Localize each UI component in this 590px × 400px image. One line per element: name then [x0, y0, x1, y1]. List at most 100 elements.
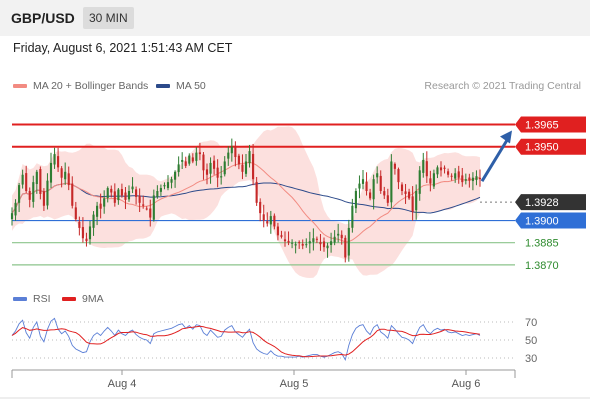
candle-body [454, 173, 457, 179]
candle-body [103, 198, 106, 207]
candle [308, 231, 311, 254]
bollinger-bands-area [12, 126, 480, 279]
timestamp: Friday, August 6, 2021 1:51:43 AM CET [13, 41, 233, 55]
copyright-note: Research © 2021 Trading Central [424, 80, 581, 92]
candle-body [234, 146, 237, 158]
candle [400, 182, 404, 196]
candle [471, 172, 474, 191]
candle-body [408, 191, 411, 199]
time-axis-label: Aug 6 [452, 378, 481, 390]
candle-body [138, 195, 141, 203]
candle-body [422, 159, 425, 173]
candle [174, 170, 177, 188]
candle-body [340, 234, 343, 239]
candle [436, 165, 439, 179]
candle [124, 187, 127, 210]
candle-body [74, 207, 77, 220]
candle-body [71, 183, 74, 206]
candle [287, 231, 290, 246]
candle-body [248, 151, 251, 164]
level-label-bg [515, 138, 586, 155]
level-label-support-3870: 1.3870 [525, 260, 559, 272]
candle-body [383, 191, 386, 196]
candle-body [457, 171, 460, 178]
candle [461, 167, 464, 187]
candle-body [32, 182, 35, 202]
candle-body [273, 215, 276, 227]
candle-body [301, 243, 304, 246]
candle-body [159, 188, 162, 192]
candle [255, 177, 258, 206]
candle [198, 142, 201, 161]
candle [110, 185, 113, 198]
candle [415, 184, 418, 220]
candle-body [475, 176, 478, 181]
candle [305, 238, 308, 248]
candle-body [39, 169, 42, 194]
candle [39, 166, 42, 200]
candle [96, 201, 99, 226]
candle [241, 154, 244, 180]
candle-body [425, 161, 428, 177]
candle-body [287, 240, 290, 243]
legend-rsi: RSI [13, 293, 51, 305]
candle-body [294, 244, 297, 246]
candle-body [81, 227, 84, 239]
candle-body [156, 191, 159, 197]
candle-body [220, 176, 223, 178]
candle [28, 187, 31, 208]
candle [347, 219, 350, 262]
candle-body [337, 233, 340, 236]
candle [294, 241, 297, 254]
candle [195, 147, 198, 166]
candle [312, 228, 315, 251]
candle [106, 186, 109, 203]
candle [188, 153, 191, 166]
level-label-text: 1.3950 [525, 142, 559, 154]
candle [10, 207, 14, 226]
legend-9ma-label: 9MA [82, 293, 104, 305]
candle [177, 156, 180, 177]
candle-body [92, 214, 95, 228]
candle [408, 188, 411, 200]
candle-body [393, 163, 396, 169]
candle [365, 172, 368, 196]
candle-body [319, 241, 322, 245]
candle-body [53, 154, 56, 165]
candle-body [42, 191, 45, 206]
candle-body [478, 177, 482, 180]
candle-body [174, 171, 177, 180]
candle [330, 232, 333, 253]
candle-body [255, 181, 258, 203]
candle-body [237, 155, 240, 165]
level-label-text: 1.3900 [525, 216, 559, 228]
rsi-tick-label: 50 [525, 335, 537, 347]
candle-body [120, 189, 123, 196]
level-label-bg [515, 194, 586, 211]
candle [280, 230, 283, 239]
candle-body [35, 171, 38, 185]
candle-body [397, 169, 400, 183]
candle [266, 212, 269, 227]
candle-body [468, 177, 471, 181]
candle [411, 186, 414, 221]
candle-body [198, 152, 201, 155]
level-label-text: 1.3885 [525, 238, 559, 250]
candle [425, 151, 428, 183]
candle [273, 213, 276, 230]
candle-body [280, 235, 283, 237]
candle-body [315, 238, 318, 240]
candle [81, 217, 84, 243]
candle-body [436, 167, 439, 175]
candle [269, 210, 272, 234]
timeframe-badge[interactable]: 30 MIN [83, 7, 134, 29]
candle [166, 175, 170, 191]
candle-body [415, 191, 418, 211]
level-label-bg [515, 116, 586, 133]
level-label-text: 1.3870 [525, 260, 559, 272]
candle [376, 166, 379, 184]
candle [315, 236, 318, 244]
candle-body [369, 192, 372, 199]
candle-body [85, 238, 88, 242]
